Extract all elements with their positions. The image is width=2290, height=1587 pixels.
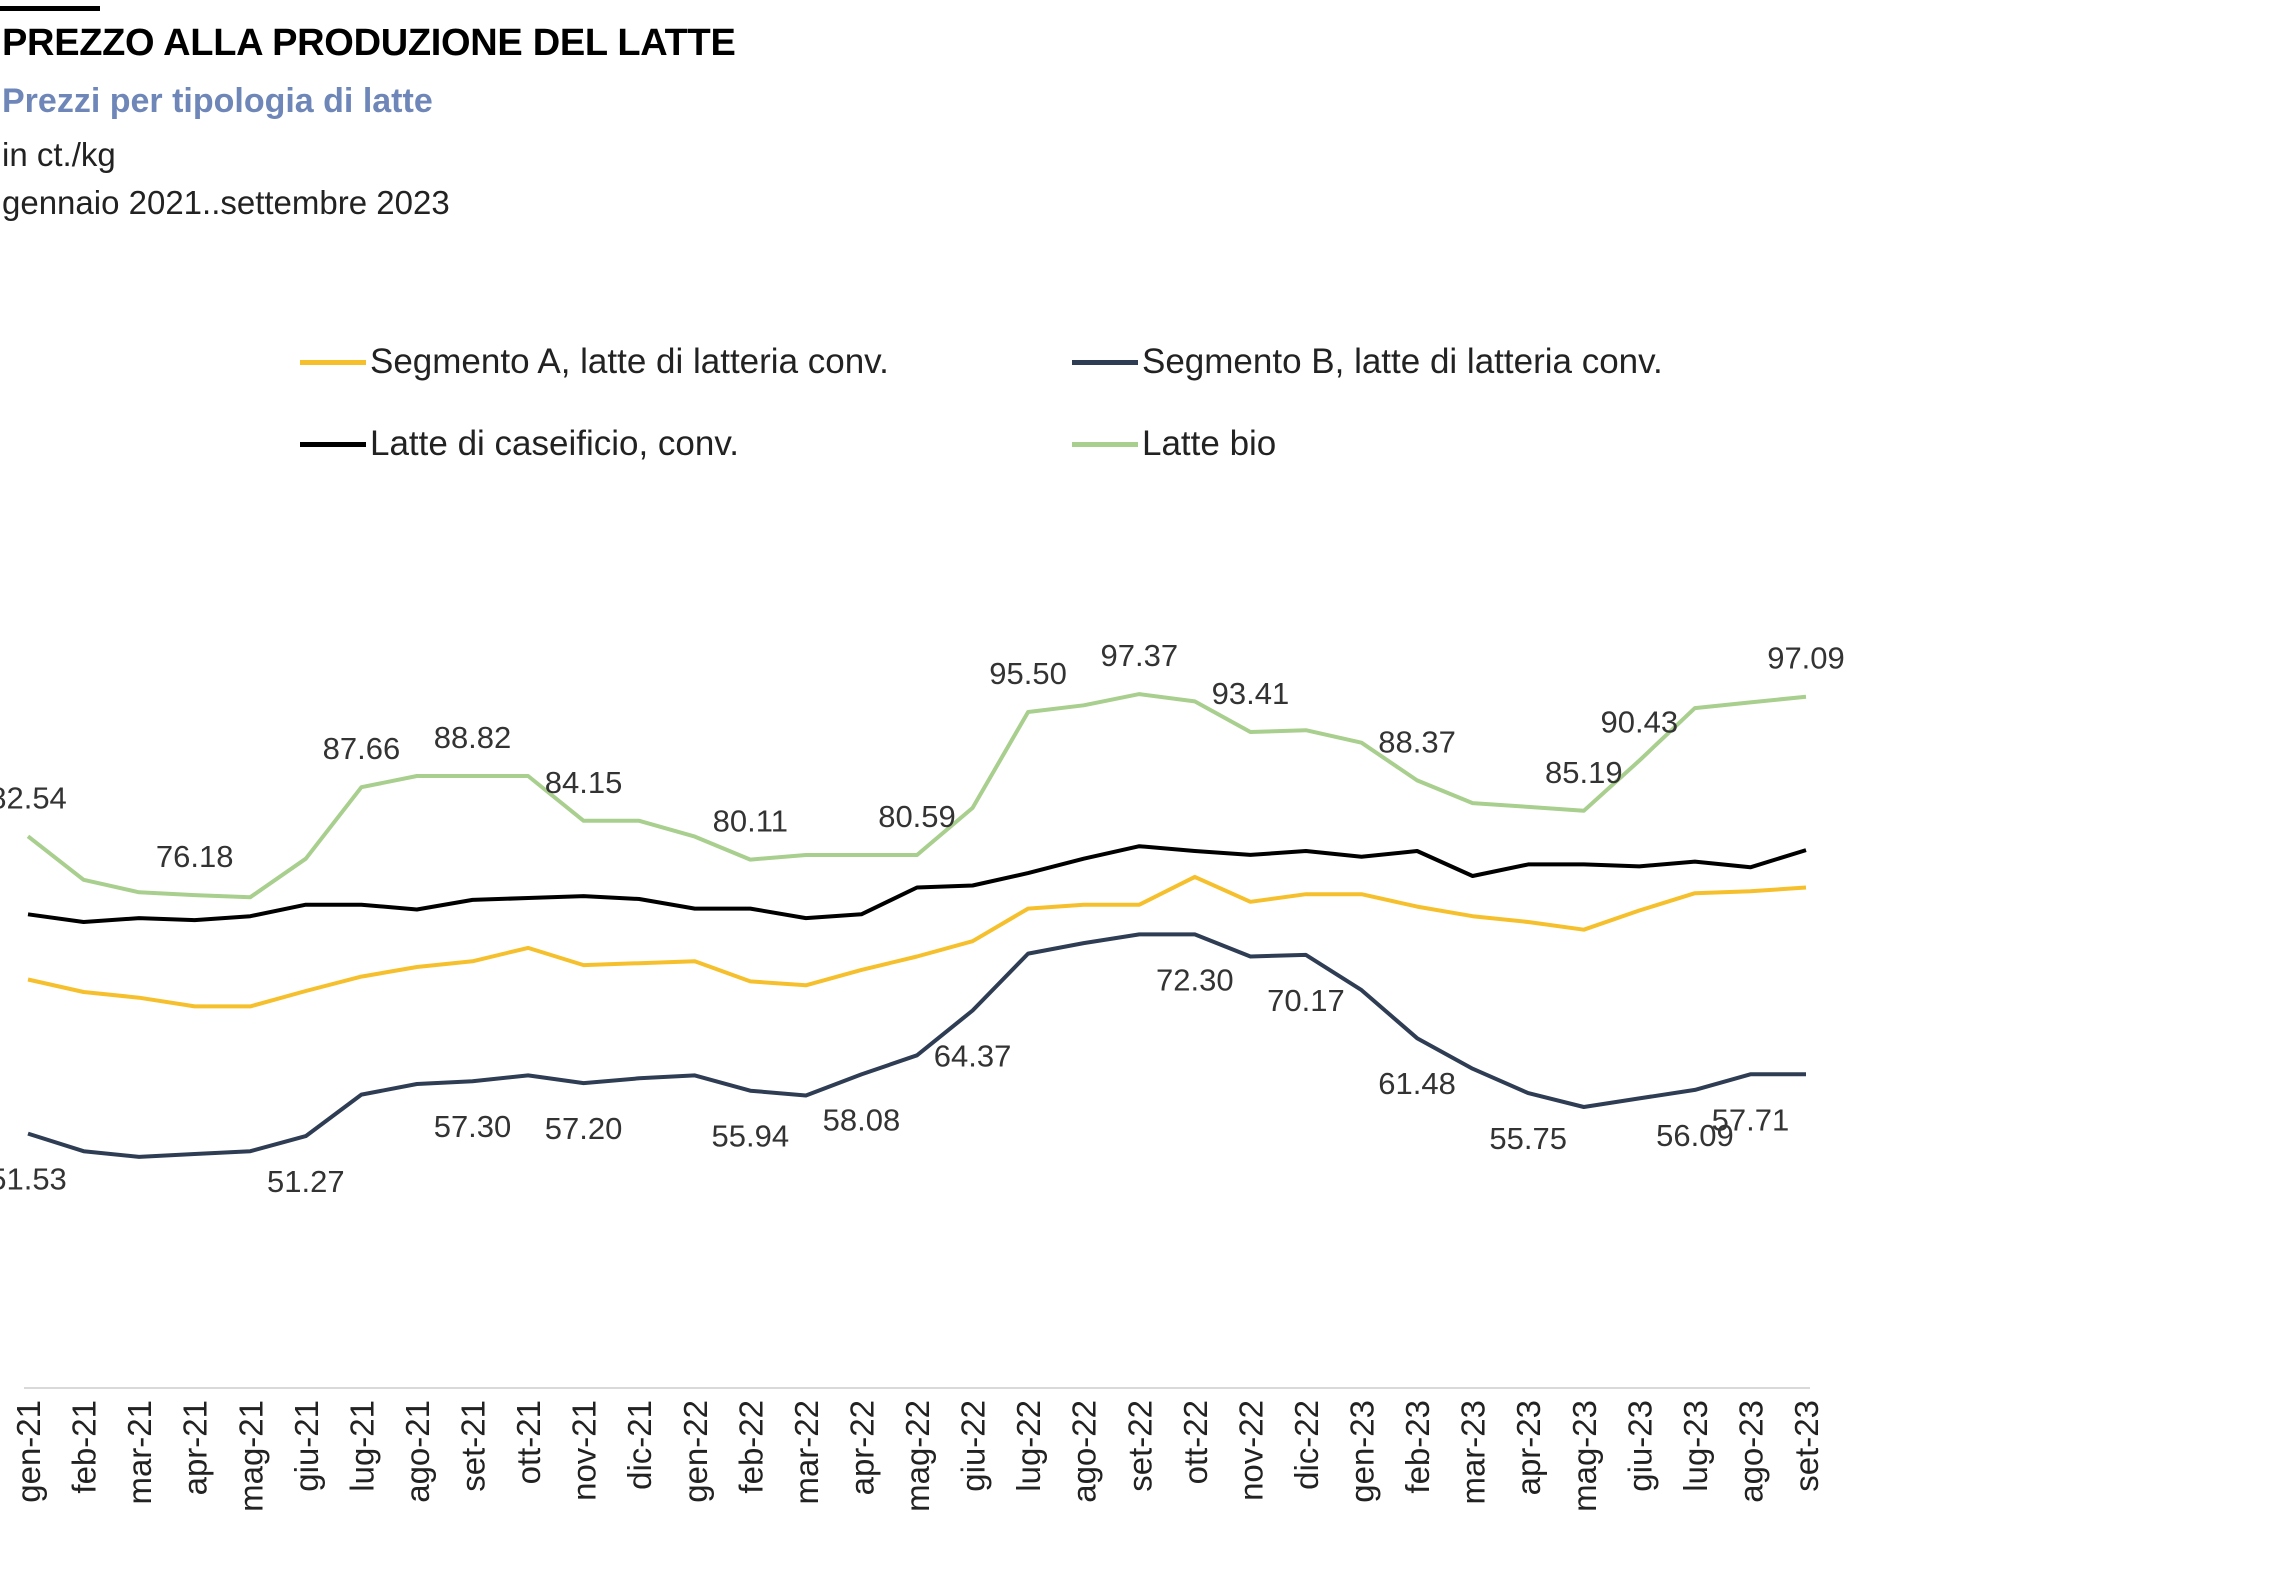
period-label: gennaio 2021..settembre 2023 [2, 184, 450, 221]
x-tick-label-32: set-23 [1788, 1400, 1825, 1492]
series-line-3 [26, 692, 1807, 900]
x-tick-label-2: mar-21 [121, 1400, 158, 1505]
data-label-16: 57.30 [434, 1109, 512, 1144]
data-label-9: 93.41 [1212, 676, 1290, 711]
data-label-15: 51.27 [267, 1164, 345, 1199]
x-tick-label-27: apr-23 [1510, 1400, 1547, 1495]
x-tick-label-18: lug-22 [1010, 1400, 1047, 1492]
data-label-14: 51.53 [0, 1162, 67, 1197]
data-label-10: 88.37 [1378, 724, 1456, 759]
x-tick-label-21: ott-22 [1177, 1400, 1214, 1484]
legend-swatch-segmento-b [1072, 359, 1138, 365]
data-label-2: 87.66 [323, 731, 401, 766]
legend-label-segmento-b: Segmento B, latte di latteria conv. [1142, 342, 1663, 381]
x-tick-label-7: ago-21 [399, 1400, 436, 1503]
x-tick-label-1: feb-21 [66, 1400, 103, 1494]
series-line-2 [27, 844, 1807, 924]
legend-entry-bio: Latte bio [1072, 424, 1276, 464]
data-label-19: 58.08 [823, 1102, 901, 1137]
data-label-21: 72.30 [1156, 962, 1234, 997]
x-tick-label-5: giu-21 [288, 1400, 325, 1492]
series-layer [26, 692, 1807, 1159]
x-tick-label-4: mag-21 [232, 1400, 269, 1512]
x-tick-label-0: gen-21 [10, 1400, 47, 1503]
unit-label: in ct./kg [2, 136, 116, 173]
data-label-1: 76.18 [156, 839, 234, 874]
x-tick-label-29: giu-23 [1621, 1400, 1658, 1492]
x-tick-label-15: apr-22 [843, 1400, 880, 1495]
data-label-8: 97.37 [1101, 638, 1179, 673]
data-label-26: 57.71 [1712, 1102, 1790, 1137]
legend-entry-caseificio: Latte di caseificio, conv. [300, 424, 739, 464]
x-tick-label-11: dic-21 [621, 1400, 658, 1490]
data-label-11: 85.19 [1545, 755, 1623, 790]
x-tick-labels-layer: gen-21 feb-21 mar-21 apr-21 mag-21 giu-21 lug-… [10, 1400, 1825, 1512]
x-tick-label-24: gen-23 [1344, 1400, 1381, 1503]
legend-entry-segmento-a: Segmento A, latte di latteria conv. [300, 342, 889, 382]
x-tick-label-17: giu-22 [955, 1400, 992, 1492]
x-tick-label-22: nov-22 [1232, 1400, 1269, 1501]
series-line-1 [27, 932, 1806, 1159]
legend-swatch-bio [1072, 441, 1138, 447]
x-tick-label-12: gen-22 [677, 1400, 714, 1503]
chart-title: PREZZO ALLA PRODUZIONE DEL LATTE [2, 22, 736, 64]
data-label-3: 88.82 [434, 720, 512, 755]
data-label-13: 97.09 [1767, 641, 1845, 676]
title-accent-bar [0, 6, 100, 11]
x-tick-label-30: lug-23 [1677, 1400, 1714, 1492]
legend-swatch-caseificio [300, 441, 366, 447]
data-label-25: 56.09 [1656, 1118, 1734, 1153]
data-label-18: 55.94 [712, 1119, 790, 1154]
x-tick-label-23: dic-22 [1288, 1400, 1325, 1490]
x-tick-label-13: feb-22 [732, 1400, 769, 1494]
data-labels-layer: 82.54 76.18 87.66 88.82 84.15 80.11 80.59 95.50… [0, 638, 1845, 1199]
data-label-6: 80.59 [878, 799, 956, 834]
legend-swatch-segmento-a [300, 359, 366, 365]
x-tick-label-9: ott-21 [510, 1400, 547, 1484]
data-label-24: 55.75 [1489, 1121, 1567, 1156]
x-tick-label-14: mar-22 [788, 1400, 825, 1505]
x-tick-label-6: lug-21 [343, 1400, 380, 1492]
series-line-0 [27, 874, 1807, 1009]
legend-label-segmento-a: Segmento A, latte di latteria conv. [370, 342, 889, 381]
data-label-23: 61.48 [1378, 1066, 1456, 1101]
data-label-22: 70.17 [1267, 983, 1345, 1018]
x-tick-label-19: ago-22 [1066, 1400, 1103, 1503]
legend-label-caseificio: Latte di caseificio, conv. [370, 424, 739, 463]
legend-label-bio: Latte bio [1142, 424, 1277, 463]
x-tick-label-25: feb-23 [1399, 1400, 1436, 1494]
data-label-7: 95.50 [989, 656, 1067, 691]
legend-entry-segmento-b: Segmento B, latte di latteria conv. [1072, 342, 1663, 382]
x-tick-label-31: ago-23 [1732, 1400, 1769, 1503]
x-tick-label-10: nov-21 [566, 1400, 603, 1501]
x-tick-label-28: mag-23 [1566, 1400, 1603, 1512]
data-label-17: 57.20 [545, 1111, 623, 1146]
x-tick-label-16: mag-22 [899, 1400, 936, 1512]
x-tick-label-20: set-22 [1121, 1400, 1158, 1492]
data-label-20: 64.37 [934, 1039, 1012, 1074]
x-tick-label-8: set-21 [455, 1400, 492, 1492]
data-label-12: 90.43 [1601, 705, 1679, 740]
data-label-4: 84.15 [545, 765, 623, 800]
x-tick-label-3: apr-21 [177, 1400, 214, 1495]
data-label-5: 80.11 [713, 804, 788, 839]
data-label-0: 82.54 [0, 780, 67, 815]
x-tick-label-26: mar-23 [1455, 1400, 1492, 1505]
chart-subtitle: Prezzi per tipologia di latte [2, 82, 433, 120]
